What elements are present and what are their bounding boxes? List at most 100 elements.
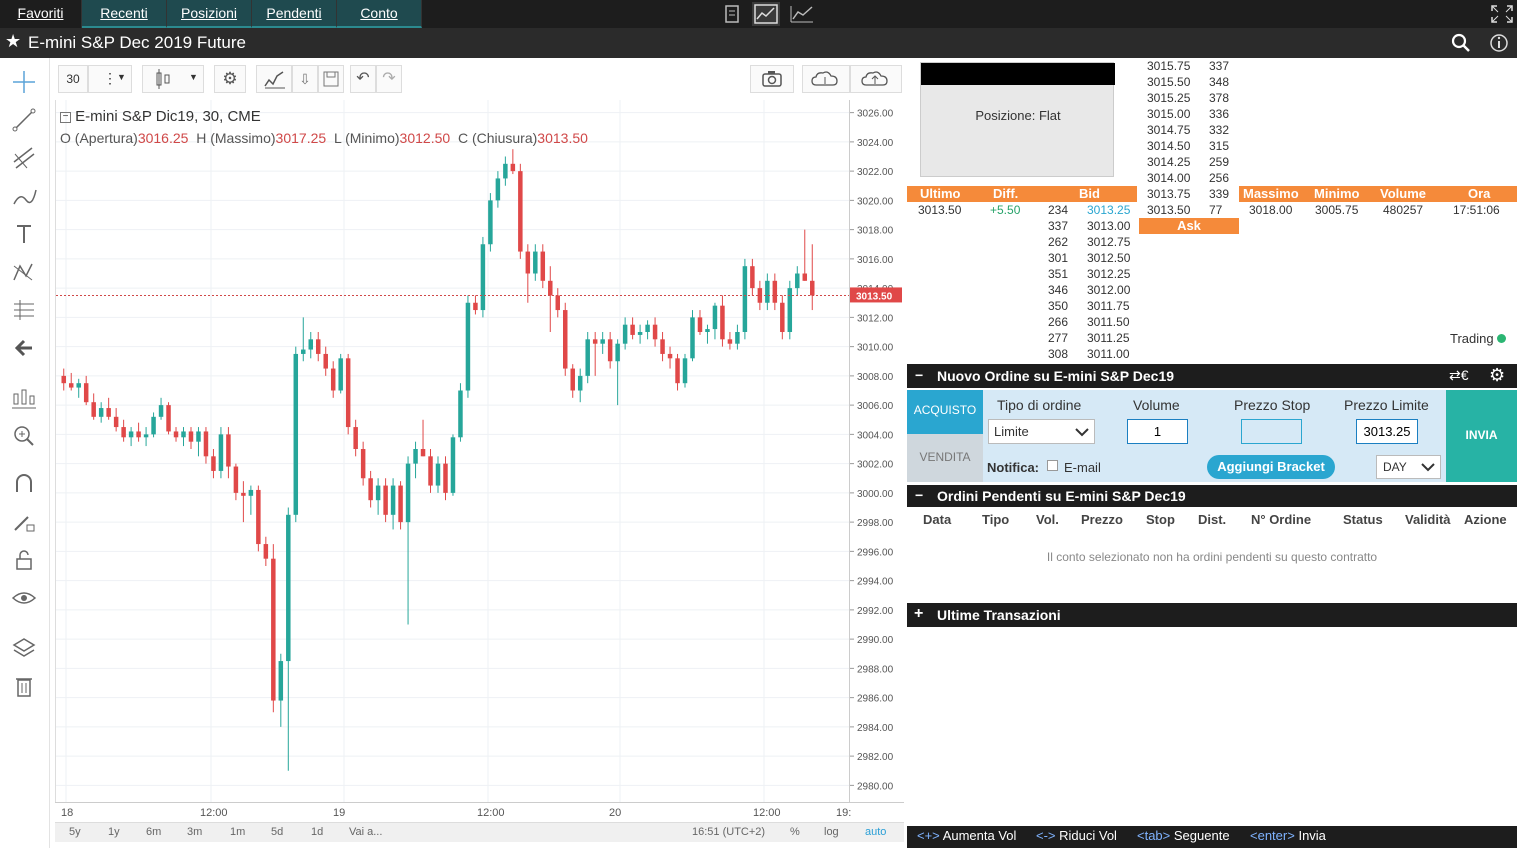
redo-icon[interactable]: ↷ [376, 65, 402, 93]
fullscreen-icon[interactable] [1488, 2, 1516, 26]
document-icon[interactable] [718, 2, 746, 26]
bid-price[interactable]: 3013.00 [1087, 219, 1131, 233]
layers-icon[interactable] [10, 634, 38, 662]
collapse-icon[interactable]: − [915, 367, 924, 383]
back-arrow-icon[interactable] [10, 334, 38, 362]
lock-icon[interactable] [10, 546, 38, 574]
settings-icon[interactable]: ⚙ [214, 65, 246, 93]
ask-price[interactable]: 3015.25 [1147, 91, 1191, 105]
sell-button[interactable]: VENDITA [907, 434, 983, 482]
bid-price[interactable]: 3012.50 [1087, 251, 1131, 265]
ask-price[interactable]: 3013.50 [1147, 203, 1191, 217]
col-validita[interactable]: Validità [1405, 512, 1451, 527]
search-icon[interactable] [1450, 32, 1472, 54]
price-axis[interactable]: 3026.00 3024.00 3022.00 3020.00 3018.00 3016.… [849, 100, 904, 802]
tab-conto[interactable]: Conto [337, 0, 422, 28]
text-icon[interactable] [10, 220, 38, 248]
validity-select[interactable]: DAY [1376, 455, 1441, 479]
ask-price[interactable]: 3014.75 [1147, 123, 1191, 137]
col-prezzo[interactable]: Prezzo [1081, 512, 1123, 527]
col-stop[interactable]: Stop [1146, 512, 1175, 527]
bid-price[interactable]: 3011.50 [1087, 315, 1130, 329]
info-icon[interactable] [1488, 32, 1510, 54]
order-type-select[interactable]: Limite [988, 419, 1095, 444]
ask-price[interactable]: 3014.00 [1147, 171, 1191, 185]
chart-book-icon[interactable] [752, 2, 780, 26]
buy-button[interactable]: ACQUISTO [907, 390, 983, 434]
expand-icon[interactable]: + [914, 605, 924, 622]
zoom-icon[interactable] [10, 422, 38, 450]
tab-posizioni[interactable]: Posizioni [167, 0, 252, 28]
range-1m[interactable]: 1m [230, 826, 246, 838]
col-order-number[interactable]: N° Ordine [1251, 512, 1312, 527]
pencil-lock-icon[interactable] [10, 508, 38, 536]
cloud-download-icon[interactable] [802, 65, 850, 93]
bid-price[interactable]: 3013.25 [1087, 203, 1131, 217]
ask-price[interactable]: 3014.25 [1147, 155, 1191, 169]
interval-button[interactable]: 30 [58, 65, 88, 93]
stop-price-input[interactable] [1241, 419, 1302, 444]
collapse-icon[interactable]: − [60, 111, 71, 123]
candle-type-icon[interactable]: ▼ [142, 65, 204, 93]
col-dist[interactable]: Dist. [1198, 512, 1227, 527]
currency-icon[interactable]: ⇄€ [1449, 367, 1469, 383]
transactions-header[interactable]: + Ultime Transazioni [907, 603, 1517, 627]
volume-input[interactable] [1127, 419, 1188, 444]
gear-icon[interactable]: ⚙ [1489, 365, 1506, 385]
ask-price[interactable]: 3015.75 [1147, 59, 1191, 73]
bid-price[interactable]: 3011.25 [1087, 331, 1130, 345]
col-status[interactable]: Status [1343, 512, 1383, 527]
auto-toggle[interactable]: auto [865, 826, 887, 838]
undo-icon[interactable]: ↶ [350, 65, 376, 93]
pattern-icon[interactable] [10, 258, 38, 286]
send-order-button[interactable]: INVIA [1446, 390, 1517, 482]
price-chart[interactable] [55, 100, 850, 802]
interval-dropdown[interactable]: ⋮ ▼ [88, 65, 132, 93]
range-6m[interactable]: 6m [146, 826, 162, 838]
time-axis[interactable]: 18 12:00 19 12:00 20 12:00 19: [55, 802, 904, 822]
collapse-icon[interactable]: − [915, 487, 924, 503]
add-bracket-button[interactable]: Aggiungi Bracket [1207, 455, 1335, 479]
ask-price[interactable]: 3015.50 [1147, 75, 1191, 89]
save-icon[interactable] [318, 65, 344, 93]
tab-recenti[interactable]: Recenti [82, 0, 167, 28]
trash-icon[interactable] [10, 672, 38, 700]
ask-price[interactable]: 3015.00 [1147, 107, 1191, 121]
camera-icon[interactable] [750, 65, 794, 93]
percent-toggle[interactable]: % [790, 826, 800, 838]
download-icon[interactable]: ⇩ [292, 65, 318, 93]
range-1d[interactable]: 1d [311, 826, 324, 838]
col-tipo[interactable]: Tipo [982, 512, 1010, 527]
star-icon[interactable]: ★ [5, 31, 22, 51]
bid-price[interactable]: 3012.75 [1087, 235, 1131, 249]
ask-price[interactable]: 3013.75 [1147, 187, 1191, 201]
bid-price[interactable]: 3012.25 [1087, 267, 1131, 281]
limit-price-input[interactable] [1356, 419, 1418, 444]
range-5d[interactable]: 5d [271, 826, 284, 838]
range-5y[interactable]: 5y [69, 826, 81, 838]
magnet-icon[interactable] [10, 470, 38, 498]
crosshair-icon[interactable] [10, 68, 38, 96]
tab-pendenti[interactable]: Pendenti [252, 0, 337, 28]
goto-date[interactable]: Vai a... [349, 826, 383, 838]
range-3m[interactable]: 3m [187, 826, 203, 838]
email-checkbox[interactable] [1047, 460, 1058, 471]
bid-price[interactable]: 3011.75 [1087, 299, 1130, 313]
brush-icon[interactable] [10, 182, 38, 210]
log-toggle[interactable]: log [824, 826, 839, 838]
eye-icon[interactable] [10, 584, 38, 612]
fib-icon[interactable] [10, 144, 38, 172]
ask-price[interactable]: 3014.50 [1147, 139, 1191, 153]
bid-price[interactable]: 3012.00 [1087, 283, 1131, 297]
cloud-upload-icon[interactable] [850, 65, 902, 93]
col-data[interactable]: Data [923, 512, 952, 527]
range-1y[interactable]: 1y [108, 826, 120, 838]
indicators-icon[interactable] [256, 65, 292, 93]
col-azione[interactable]: Azione [1464, 512, 1507, 527]
measure-icon[interactable] [10, 296, 38, 324]
bid-price[interactable]: 3011.00 [1087, 347, 1130, 361]
trend-line-icon[interactable] [10, 106, 38, 134]
candles-tool-icon[interactable] [10, 384, 38, 412]
line-chart-icon[interactable] [788, 2, 816, 26]
tab-favoriti[interactable]: Favoriti [0, 0, 82, 28]
